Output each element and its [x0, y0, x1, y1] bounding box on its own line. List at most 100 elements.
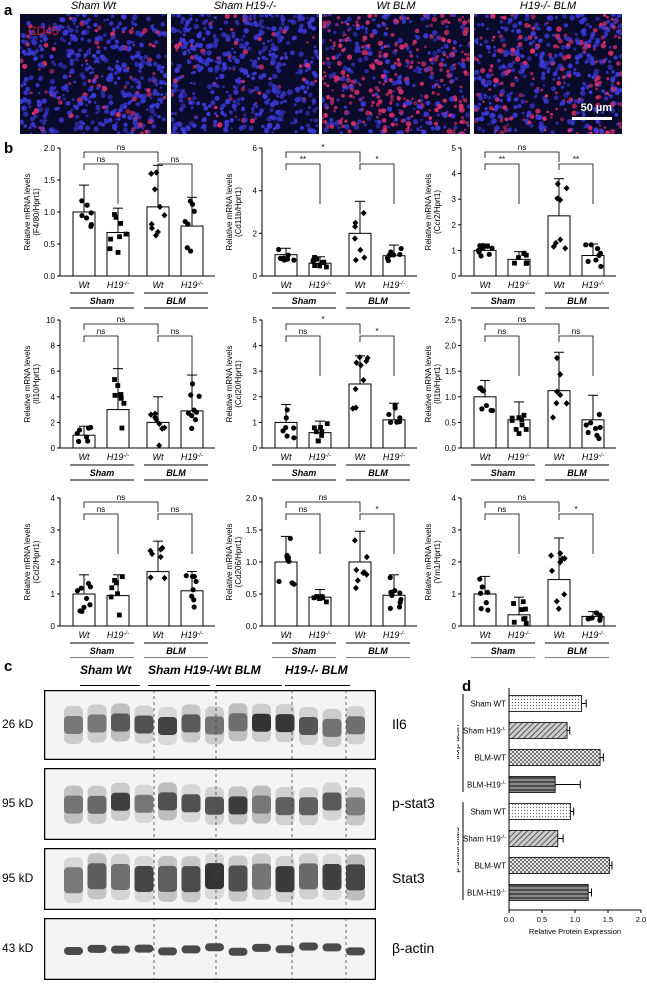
- data-point: [485, 589, 491, 596]
- panel-letter-c: c: [4, 658, 13, 675]
- bar: [146, 206, 170, 277]
- significance-label: ns: [117, 315, 125, 324]
- y-tick-label: 4: [253, 187, 258, 196]
- data-point: [585, 429, 591, 436]
- error-bar: [588, 888, 592, 897]
- data-point: [284, 433, 290, 439]
- bar: [72, 434, 96, 449]
- data-point: [363, 553, 370, 561]
- bar: [508, 857, 610, 874]
- band: [252, 795, 271, 814]
- y-tick-label: 0.5: [445, 418, 457, 427]
- band: [275, 945, 295, 954]
- blot-strip: [44, 768, 376, 840]
- panel-letter-a: a: [4, 2, 13, 19]
- qpcr-plot-4: 0 2 4 6 8 10 Relative mRNA levels (Il10/Hprt1) W…: [23, 315, 215, 481]
- data-point: [396, 604, 403, 610]
- blot-group-line: [216, 685, 282, 686]
- data-point: [121, 400, 127, 406]
- group-label: BLM: [567, 296, 587, 306]
- error-bar: [113, 207, 123, 233]
- error-bar: [79, 574, 89, 594]
- x-tick-label: H19-/-: [309, 280, 331, 290]
- y-axis-label: Relative mRNA levels: [225, 346, 234, 423]
- x-tick-label: Wt: [281, 452, 292, 462]
- micrograph-label: Sham Wt: [70, 0, 117, 12]
- significance-bracket: ns: [484, 493, 560, 512]
- band: [87, 863, 107, 890]
- significance-bracket: ns: [285, 505, 321, 554]
- x-tick-label: Wt: [480, 630, 491, 640]
- significance-label: ns: [117, 493, 125, 502]
- y-tick-label: 1.5: [44, 176, 56, 185]
- data-point: [291, 425, 297, 431]
- error-bar: [480, 379, 490, 397]
- data-point: [475, 247, 482, 254]
- data-point: [511, 601, 516, 606]
- y-tick-label: 3: [51, 526, 56, 535]
- data-point: [112, 392, 118, 398]
- y-tick-label: 1: [452, 590, 457, 599]
- data-point: [107, 246, 113, 252]
- y-tick-label: 4: [51, 494, 56, 503]
- band-protein-label: β-actin: [392, 940, 435, 956]
- significance-label: ns: [97, 327, 105, 336]
- x-tick-label: Wt: [554, 630, 565, 640]
- data-point: [191, 604, 197, 610]
- data-point: [81, 604, 87, 610]
- data-point: [83, 595, 90, 602]
- band: [87, 795, 107, 814]
- data-point: [184, 245, 190, 251]
- group-label: Sham: [292, 296, 317, 306]
- x-tick-label: Wt: [355, 630, 366, 640]
- error-bar: [588, 394, 598, 420]
- group-label: Sham: [90, 468, 115, 478]
- data-point: [360, 376, 367, 384]
- qpcr-plot-9: 0 1 2 3 4 Relative mRNA levels (Ym1/Hprt1) Wt H1…: [424, 493, 616, 658]
- significance-bracket: ns: [285, 493, 361, 512]
- error-bar: [600, 753, 604, 762]
- data-point: [485, 607, 491, 613]
- y-axis-label-2: (F4/80/Hprt1): [32, 188, 41, 236]
- data-point: [392, 402, 398, 408]
- band: [299, 863, 318, 890]
- group-label: BLM: [567, 468, 587, 478]
- significance-label: *: [574, 505, 577, 514]
- data-point: [396, 419, 403, 425]
- y-axis-label: Relative mRNA levels: [225, 174, 234, 251]
- significance-bracket: ns: [83, 143, 159, 162]
- y-axis-label: Relative mRNA levels: [424, 174, 433, 251]
- category-label: BLM-WT: [474, 754, 506, 763]
- data-point: [148, 224, 155, 232]
- data-point: [147, 411, 154, 418]
- data-point: [524, 260, 530, 266]
- group-label: BLM: [368, 646, 388, 656]
- x-tick-label: Wt: [79, 452, 90, 462]
- data-point: [109, 585, 115, 591]
- panel-letter-b: b: [4, 140, 14, 157]
- data-point: [161, 212, 168, 219]
- data-point: [593, 257, 599, 263]
- data-point: [87, 602, 93, 608]
- data-point: [85, 425, 92, 431]
- x-tick-label: H19-/-: [508, 452, 530, 462]
- y-axis-label: Relative mRNA levels: [23, 174, 32, 251]
- bar: [508, 695, 582, 712]
- category-label: BLM-H19-/-: [467, 781, 506, 790]
- blot-strip: [44, 690, 376, 760]
- data-point: [519, 417, 525, 423]
- data-point: [154, 228, 161, 236]
- data-point: [190, 587, 196, 593]
- band: [181, 945, 201, 954]
- data-point: [553, 354, 560, 362]
- significance-bracket: ns: [83, 315, 159, 334]
- bar: [547, 215, 571, 277]
- data-point: [83, 215, 90, 221]
- y-tick-label: 3: [253, 367, 258, 376]
- micrograph-label: Wt BLM: [376, 0, 416, 12]
- group-label: Sham: [292, 468, 317, 478]
- micrograph-label: Sham H19-/-: [213, 0, 277, 12]
- data-point: [555, 605, 562, 612]
- data-point: [151, 186, 158, 193]
- significance-label: *: [375, 155, 378, 164]
